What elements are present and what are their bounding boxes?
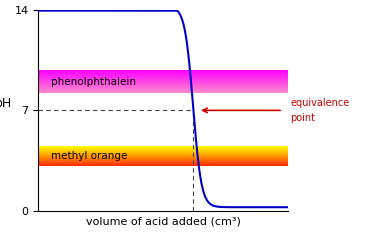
Bar xyxy=(38,88,288,89)
Bar xyxy=(38,91,288,92)
Bar xyxy=(38,74,288,75)
Bar xyxy=(38,162,288,163)
Bar xyxy=(38,150,288,151)
Bar xyxy=(38,160,288,161)
Text: methyl orange: methyl orange xyxy=(51,151,127,161)
Bar xyxy=(38,90,288,91)
Bar xyxy=(38,81,288,82)
Bar xyxy=(38,83,288,84)
Bar xyxy=(38,157,288,158)
X-axis label: volume of acid added (cm³): volume of acid added (cm³) xyxy=(86,216,241,226)
Text: equivalence: equivalence xyxy=(290,98,350,108)
Bar xyxy=(38,89,288,90)
Bar xyxy=(38,72,288,73)
Bar xyxy=(38,92,288,93)
Bar xyxy=(38,85,288,86)
Bar xyxy=(38,77,288,78)
Bar xyxy=(38,86,288,87)
Y-axis label: pH: pH xyxy=(0,97,12,110)
Bar xyxy=(38,76,288,77)
Bar xyxy=(38,154,288,155)
Bar xyxy=(38,161,288,162)
Bar xyxy=(38,149,288,150)
Bar xyxy=(38,155,288,156)
Bar xyxy=(38,147,288,148)
Bar xyxy=(38,148,288,149)
Bar xyxy=(38,151,288,152)
Bar xyxy=(38,79,288,80)
Bar xyxy=(38,80,288,81)
Bar xyxy=(38,82,288,83)
Bar xyxy=(38,156,288,157)
Bar xyxy=(38,71,288,72)
Text: phenolphthalein: phenolphthalein xyxy=(51,77,136,87)
Bar xyxy=(38,158,288,159)
Bar xyxy=(38,152,288,153)
Bar xyxy=(38,70,288,71)
Bar xyxy=(38,87,288,88)
Text: point: point xyxy=(290,113,316,123)
Bar xyxy=(38,153,288,154)
Bar xyxy=(38,163,288,164)
Bar xyxy=(38,78,288,79)
Bar xyxy=(38,146,288,147)
Bar xyxy=(38,159,288,160)
Bar xyxy=(38,73,288,74)
Bar xyxy=(38,75,288,76)
Bar xyxy=(38,164,288,165)
Bar xyxy=(38,84,288,85)
Bar xyxy=(38,165,288,166)
